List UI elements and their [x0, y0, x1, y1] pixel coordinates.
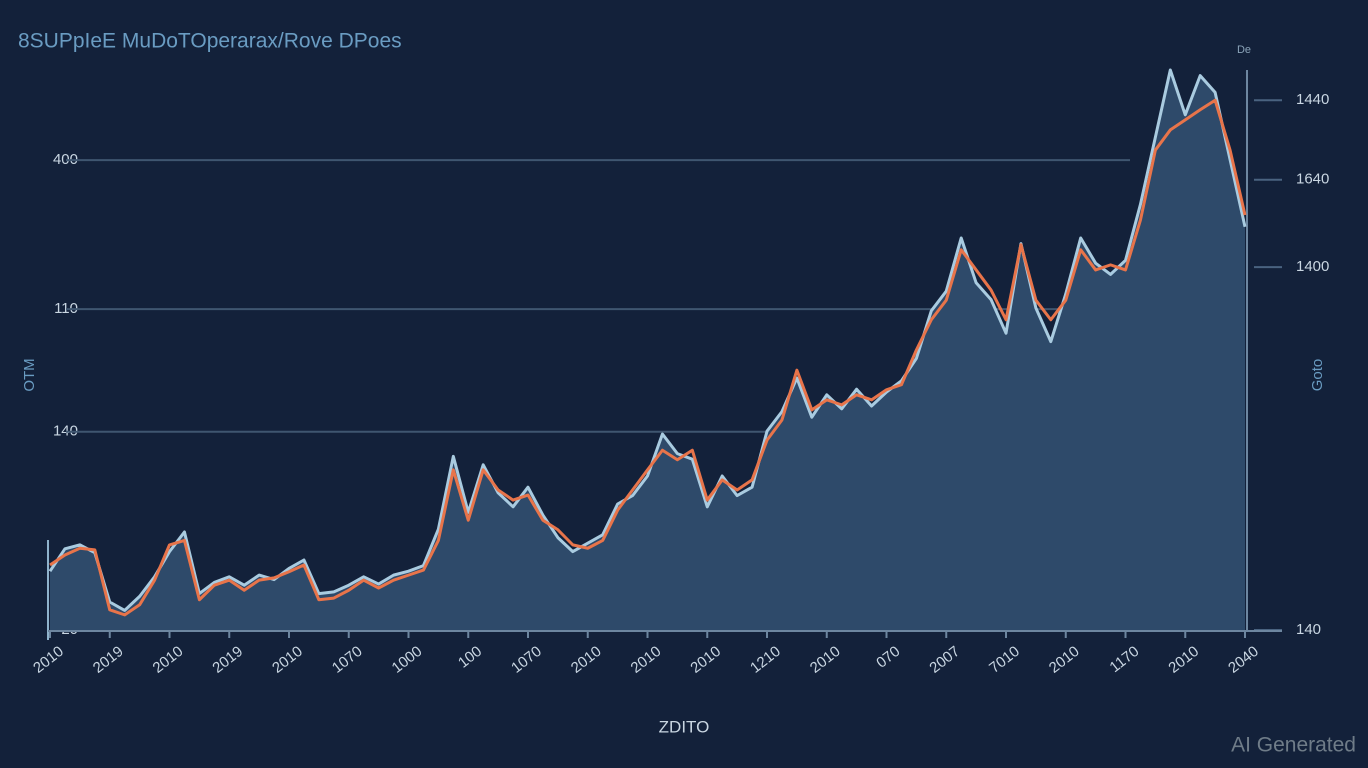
y-tick-label: 400 — [53, 151, 78, 168]
area — [50, 70, 1245, 630]
y2-tick-label: 1640 — [1296, 171, 1329, 188]
y2-tick-label: 1400 — [1296, 258, 1329, 275]
corner-note: De — [1237, 44, 1251, 56]
watermark: AI Generated — [1231, 734, 1356, 757]
x-axis-label: ZDITO — [659, 717, 710, 736]
chart-title: 8SUPpIeE MuDoTOperarax/Rove DPoes — [18, 30, 402, 53]
y2-tick-label: 140 — [1296, 621, 1321, 638]
series-line — [49, 98, 1247, 617]
y-tick-label: 140 — [53, 423, 78, 440]
y2-axis-label: Goto — [1309, 359, 1326, 392]
series-line — [48, 68, 1247, 612]
y-axis-label: OTM — [21, 358, 38, 391]
y2-tick-label: 1440 — [1296, 91, 1329, 108]
